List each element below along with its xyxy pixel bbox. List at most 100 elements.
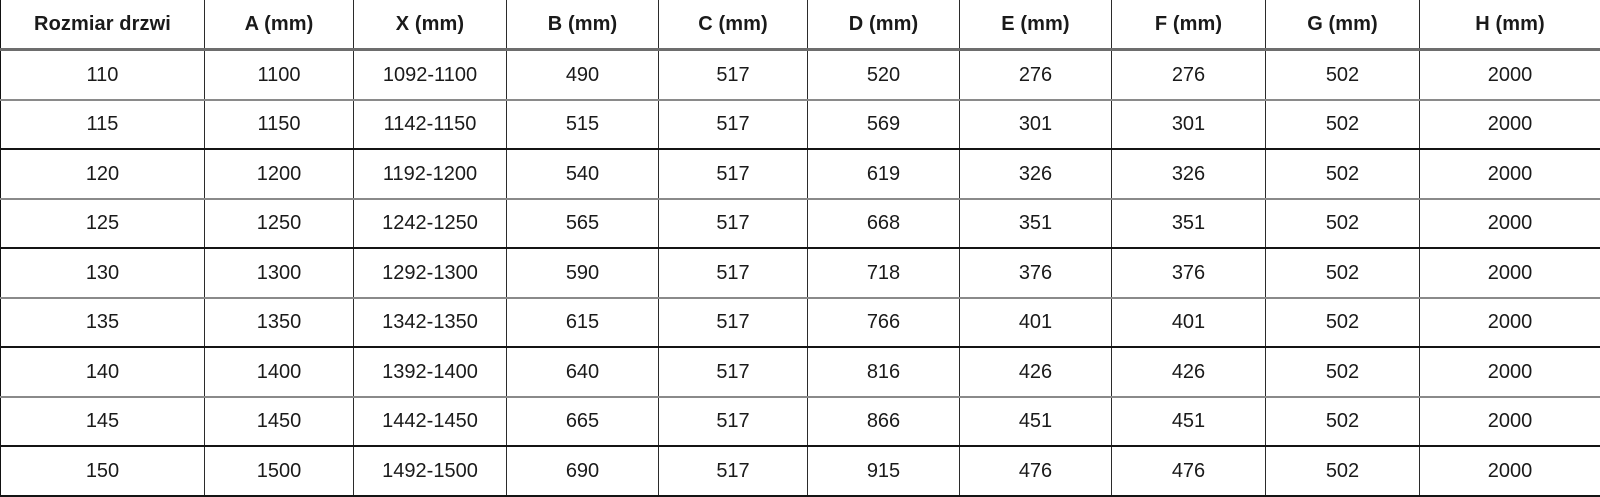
table-cell-value: 301 (960, 114, 1111, 134)
table-cell-value: 326 (1112, 164, 1265, 184)
table-cell-value: 517 (659, 362, 807, 382)
table-cell: 590 (507, 248, 659, 298)
column-header-9: H (mm) (1420, 0, 1600, 50)
table-cell: 615 (507, 298, 659, 348)
table-cell: 517 (659, 298, 808, 348)
table-cell-value: 1500 (205, 461, 353, 481)
table-cell-value: 619 (808, 164, 959, 184)
table-cell-value: 1250 (205, 213, 353, 233)
table-cell-value: 502 (1266, 164, 1419, 184)
table-cell-value: 515 (507, 114, 658, 134)
column-header-8: G (mm) (1266, 0, 1420, 50)
table-cell-value: 2000 (1420, 362, 1600, 382)
table-cell-value: 2000 (1420, 213, 1600, 233)
table-cell: 718 (808, 248, 960, 298)
column-header-label: A (mm) (205, 14, 353, 34)
table-cell-value: 517 (659, 461, 807, 481)
table-cell: 125 (1, 199, 205, 249)
table-cell: 120 (1, 149, 205, 199)
table-cell-value: 915 (808, 461, 959, 481)
table-cell: 140 (1, 347, 205, 397)
table-cell-value: 145 (1, 411, 204, 431)
table-cell: 476 (1112, 446, 1266, 496)
table-cell-value: 1242-1250 (354, 213, 506, 233)
table-cell-value: 351 (1112, 213, 1265, 233)
table-cell-value: 135 (1, 312, 204, 332)
table-cell-value: 451 (1112, 411, 1265, 431)
table-cell: 517 (659, 199, 808, 249)
column-header-1: A (mm) (205, 0, 354, 50)
column-header-label: F (mm) (1112, 14, 1265, 34)
table-cell: 2000 (1420, 298, 1600, 348)
table-cell-value: 565 (507, 213, 658, 233)
table-cell: 276 (960, 50, 1112, 100)
table-cell-value: 1442-1450 (354, 411, 506, 431)
table-cell-value: 115 (1, 114, 204, 134)
table-cell: 668 (808, 199, 960, 249)
table-cell: 326 (1112, 149, 1266, 199)
table-cell: 1500 (205, 446, 354, 496)
table-cell: 276 (1112, 50, 1266, 100)
table-cell: 130 (1, 248, 205, 298)
table-cell-value: 517 (659, 65, 807, 85)
table-cell: 490 (507, 50, 659, 100)
table-cell-value: 1392-1400 (354, 362, 506, 382)
table-cell: 915 (808, 446, 960, 496)
table-cell-value: 502 (1266, 461, 1419, 481)
table-cell: 1442-1450 (354, 397, 507, 447)
table-cell-value: 110 (1, 65, 204, 85)
table-cell-value: 376 (1112, 263, 1265, 283)
table-cell: 502 (1266, 347, 1420, 397)
table-cell-value: 2000 (1420, 411, 1600, 431)
table-cell-value: 517 (659, 164, 807, 184)
table-cell: 1100 (205, 50, 354, 100)
table-cell: 1150 (205, 100, 354, 150)
table-cell: 866 (808, 397, 960, 447)
table-cell: 1450 (205, 397, 354, 447)
table-cell: 565 (507, 199, 659, 249)
table-cell: 517 (659, 50, 808, 100)
column-header-label: G (mm) (1266, 14, 1419, 34)
table-cell-value: 502 (1266, 114, 1419, 134)
table-cell-value: 1300 (205, 263, 353, 283)
table-cell: 2000 (1420, 50, 1600, 100)
table-cell: 1250 (205, 199, 354, 249)
column-header-7: F (mm) (1112, 0, 1266, 50)
table-cell: 426 (960, 347, 1112, 397)
table-cell: 517 (659, 100, 808, 150)
table-cell: 476 (960, 446, 1112, 496)
table-cell-value: 766 (808, 312, 959, 332)
table-cell: 135 (1, 298, 205, 348)
table-cell-value: 301 (1112, 114, 1265, 134)
table-cell: 451 (1112, 397, 1266, 447)
table-cell: 517 (659, 397, 808, 447)
table-cell: 1392-1400 (354, 347, 507, 397)
table-cell-value: 140 (1, 362, 204, 382)
table-cell: 502 (1266, 397, 1420, 447)
table-cell-value: 520 (808, 65, 959, 85)
table-cell: 502 (1266, 446, 1420, 496)
table-cell-value: 540 (507, 164, 658, 184)
table-cell: 1242-1250 (354, 199, 507, 249)
table-cell: 569 (808, 100, 960, 150)
table-cell: 150 (1, 446, 205, 496)
table-cell-value: 502 (1266, 411, 1419, 431)
table-cell-value: 2000 (1420, 263, 1600, 283)
table-cell: 351 (960, 199, 1112, 249)
table-cell-value: 1092-1100 (354, 65, 506, 85)
table-cell: 502 (1266, 199, 1420, 249)
table-cell: 1192-1200 (354, 149, 507, 199)
column-header-4: C (mm) (659, 0, 808, 50)
table-cell: 301 (1112, 100, 1266, 150)
table-cell-value: 276 (1112, 65, 1265, 85)
table-cell: 640 (507, 347, 659, 397)
table-cell: 515 (507, 100, 659, 150)
table-cell: 1342-1350 (354, 298, 507, 348)
